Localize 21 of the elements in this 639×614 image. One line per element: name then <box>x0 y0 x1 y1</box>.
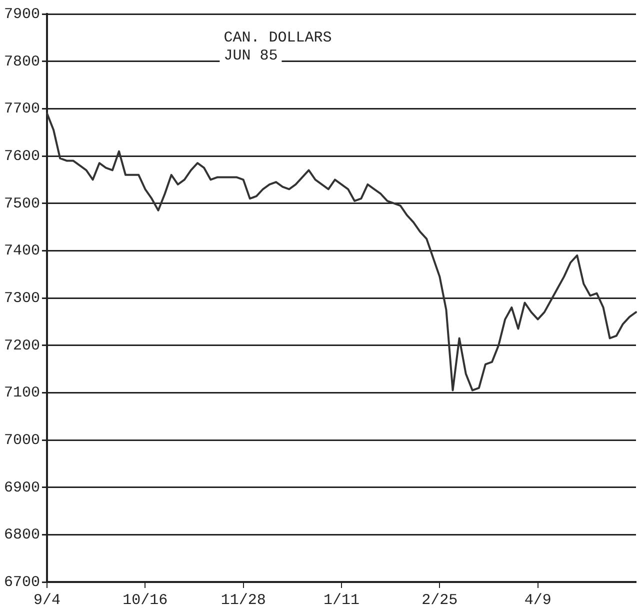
x-tick-label: 4/9 <box>524 592 552 609</box>
x-tick-label: 11/28 <box>220 592 266 609</box>
x-tick-label: 1/11 <box>323 592 360 609</box>
x-tick-label: 9/4 <box>34 592 61 609</box>
y-tick-label: 6900 <box>4 479 40 496</box>
x-tick-label: 2/25 <box>422 592 458 609</box>
text: JUN 85 <box>224 47 278 64</box>
y-tick-label: 7800 <box>4 53 40 70</box>
y-tick-label: 7100 <box>4 384 40 402</box>
y-tick-label: 7900 <box>4 6 40 23</box>
y-tick-label: 7400 <box>4 242 40 260</box>
y-tick-label: 7300 <box>4 290 40 307</box>
y-tick-label: 6700 <box>4 574 40 591</box>
x-tick-label: 10/16 <box>122 592 168 609</box>
y-tick-label: 7000 <box>4 432 40 449</box>
y-tick-label: 7700 <box>4 100 40 118</box>
y-tick-label: 6800 <box>4 526 40 544</box>
y-tick-label: 7500 <box>4 195 40 212</box>
y-tick-label: 7600 <box>4 148 40 165</box>
y-tick-label: 7200 <box>4 337 40 354</box>
text: CAN. DOLLARS <box>224 29 332 46</box>
